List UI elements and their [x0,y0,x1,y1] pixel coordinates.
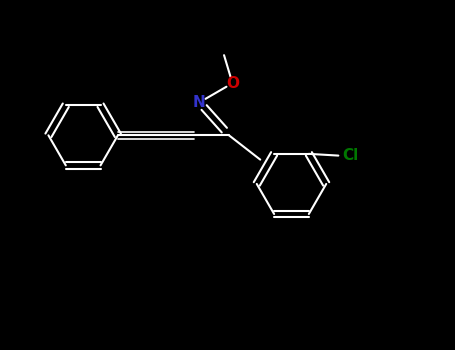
Text: Cl: Cl [342,148,359,163]
Text: N: N [193,95,206,110]
Text: O: O [226,76,239,91]
